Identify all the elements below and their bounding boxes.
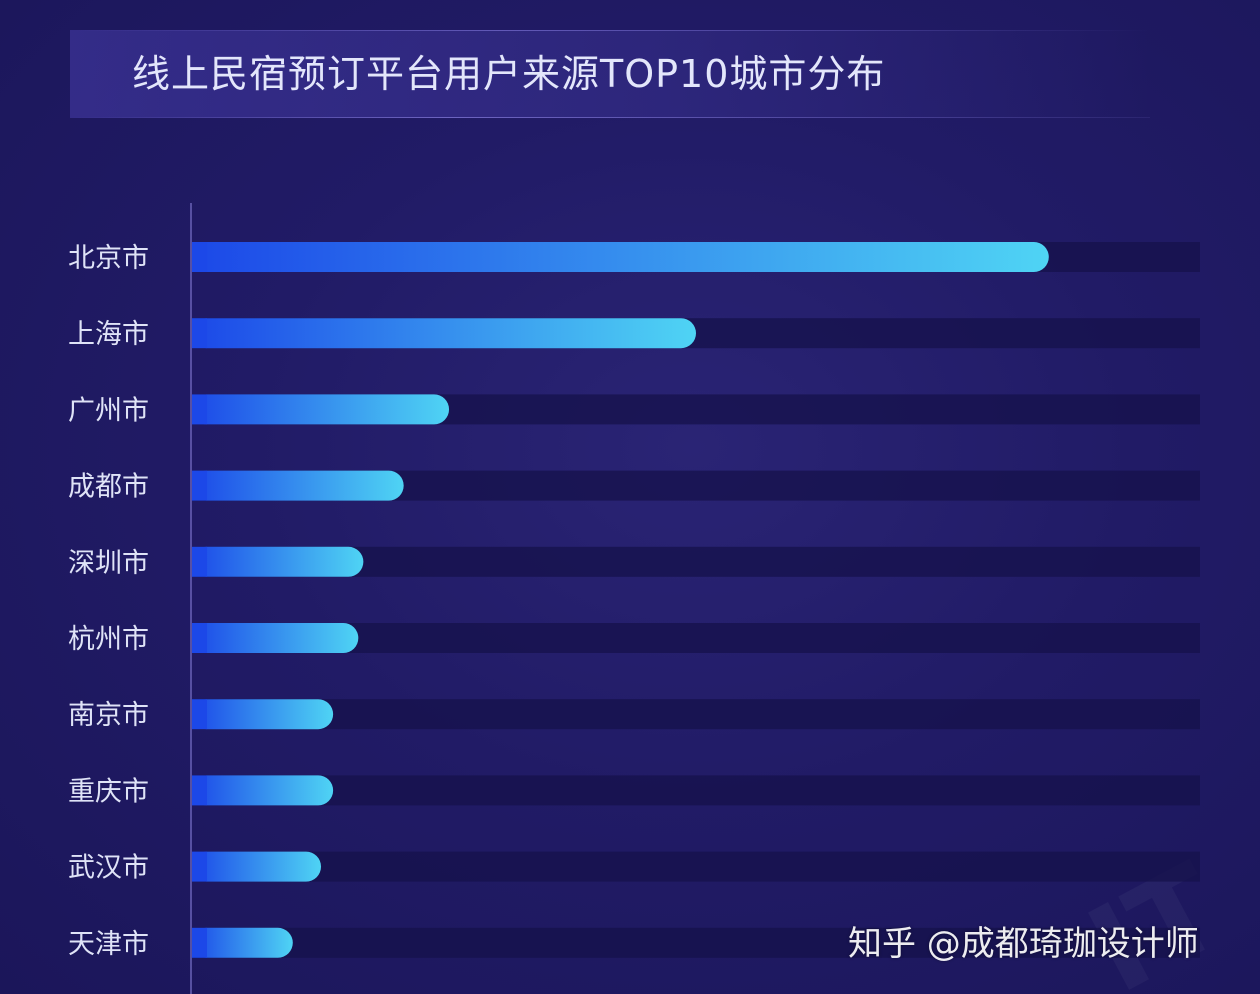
category-label-4: 成都市 [68,472,149,503]
bar-1-base [192,242,207,272]
category-label-2: 上海市 [68,319,149,350]
bar-6 [192,623,359,653]
bar-10 [192,927,293,958]
bar-9-base [192,851,207,882]
bar-4 [192,470,404,501]
category-label-5: 深圳市 [68,548,149,579]
bar-10-base [192,927,207,958]
bar-2 [192,318,696,349]
title-divider-top [70,30,1150,31]
chart-title: 线上民宿预订平台用户来源TOP10城市分布 [132,52,886,96]
bar-9 [192,851,322,882]
watermark-text: 知乎 @成都琦珈设计师 [848,924,1199,964]
bar-5 [192,546,364,577]
bar-1 [192,242,1049,272]
bar-track [192,927,1200,958]
bar-7-base [192,699,207,730]
category-label-6: 杭州市 [68,624,149,655]
title-band [70,30,1150,118]
category-label-3: 广州市 [68,395,149,426]
bar-6-base [192,623,207,653]
bar-track [192,623,1200,653]
bar-5-base [192,546,207,577]
bar-track [192,851,1200,882]
bar-8 [192,775,334,806]
title-divider-bottom [70,117,1150,118]
bar-3 [192,394,450,425]
category-label-1: 北京市 [68,243,149,274]
bar-3-base [192,394,207,425]
category-label-8: 重庆市 [68,776,149,807]
bar-track [192,699,1200,730]
bar-8-base [192,775,207,806]
category-label-10: 天津市 [68,929,149,960]
bar-4-base [192,470,207,501]
category-label-7: 南京市 [68,700,149,731]
category-label-9: 武汉市 [68,853,149,884]
bar-2-base [192,318,207,349]
bar-track [192,775,1200,806]
bar-7 [192,699,334,730]
